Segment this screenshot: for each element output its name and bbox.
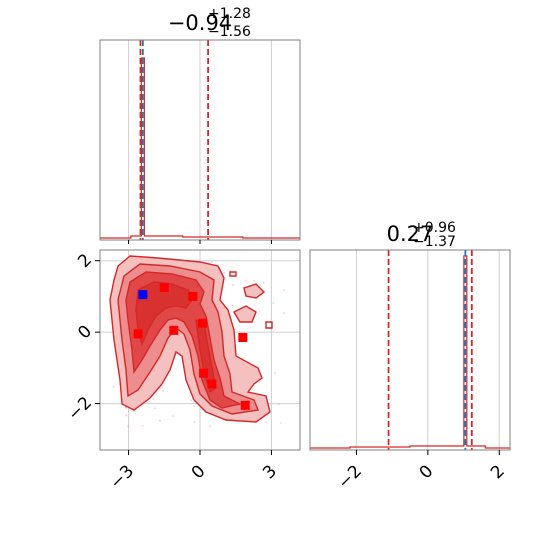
sample-dot: [274, 372, 277, 375]
y-tick-label: −2: [64, 393, 96, 425]
title-lower: −1.56: [208, 24, 251, 40]
y-tick-label: 2: [74, 250, 96, 272]
red-marker: [240, 400, 250, 410]
y-ticks: −2 0 2: [64, 250, 100, 425]
x-ticks: −3 0 3: [106, 450, 281, 493]
x-ticks: [128, 240, 272, 244]
contour-island-2: [243, 283, 266, 299]
contour-2d-panel: −3 0 3 −2 0 2: [64, 249, 301, 493]
marginal-histogram-x: −0.94 +1.28 −1.56: [99, 6, 301, 244]
sample-dot: [127, 425, 129, 428]
sample-dot: [265, 421, 268, 424]
sample-dot: [159, 419, 161, 422]
title-median: 0.27: [387, 222, 434, 246]
red-marker: [197, 318, 207, 328]
marginal-histogram-y: −2 0 2 0.27 +0.96 −1.37: [309, 220, 511, 493]
marker-points: [133, 283, 250, 410]
sample-dot: [283, 289, 285, 292]
sample-dot: [280, 422, 282, 424]
title-upper: +0.96: [413, 220, 456, 236]
sample-dot: [162, 389, 165, 392]
sample-dot: [209, 425, 212, 428]
sample-dot: [277, 403, 280, 406]
contour-island-3: [229, 271, 237, 277]
sample-dot: [253, 280, 256, 283]
x-tick-label: −2: [334, 461, 366, 493]
x-tick-label: −3: [106, 461, 138, 493]
title-lower: −1.37: [413, 234, 456, 250]
red-marker: [199, 368, 209, 378]
sample-dot: [232, 284, 234, 286]
x-tick-label: 0: [416, 461, 438, 483]
title-median: −0.94: [168, 11, 232, 35]
panel-title: −0.94: [168, 11, 232, 35]
contour-island-1: [233, 305, 257, 323]
red-marker: [188, 291, 198, 301]
sample-dot: [193, 405, 196, 408]
x-tick-label: 0: [188, 461, 210, 483]
sample-dot: [283, 312, 285, 315]
histogram-step: [310, 255, 510, 449]
sample-dot: [223, 271, 226, 274]
red-marker: [169, 325, 179, 335]
x-tick-label: 3: [259, 461, 281, 483]
sample-dot: [272, 302, 275, 304]
x-ticks: −2 0 2: [334, 450, 509, 493]
sample-dot: [190, 399, 192, 402]
panel-border: [309, 249, 511, 451]
sample-dot: [152, 398, 155, 401]
red-marker: [159, 283, 169, 292]
quantile-lines: [387, 250, 473, 450]
sample-dot: [171, 415, 174, 417]
sample-dot: [125, 414, 128, 417]
panel-title: 0.27: [387, 222, 434, 246]
sample-dot: [141, 424, 144, 427]
quantile-lines: [139, 40, 209, 240]
sample-dot: [244, 279, 247, 282]
red-marker: [238, 333, 248, 342]
red-marker: [207, 379, 217, 389]
sample-dot: [125, 406, 127, 409]
grid-lines: [128, 40, 272, 240]
grid-lines: [355, 250, 500, 450]
sample-dot: [232, 304, 234, 307]
sample-dot: [262, 281, 265, 284]
panel-frame: [310, 250, 510, 450]
sample-dot: [210, 261, 213, 263]
sample-dot: [193, 421, 196, 424]
contour-fills: [109, 255, 273, 423]
sample-dot: [154, 407, 156, 410]
blue-marker: [138, 290, 148, 300]
red-marker: [133, 329, 143, 339]
y-tick-label: 0: [74, 322, 96, 344]
contour-island-4: [265, 321, 273, 329]
histogram-step: [100, 57, 300, 239]
sample-dot: [112, 385, 115, 388]
x-tick-label: 2: [487, 461, 509, 483]
title-upper: +1.28: [208, 6, 251, 22]
sample-dot: [159, 387, 162, 390]
